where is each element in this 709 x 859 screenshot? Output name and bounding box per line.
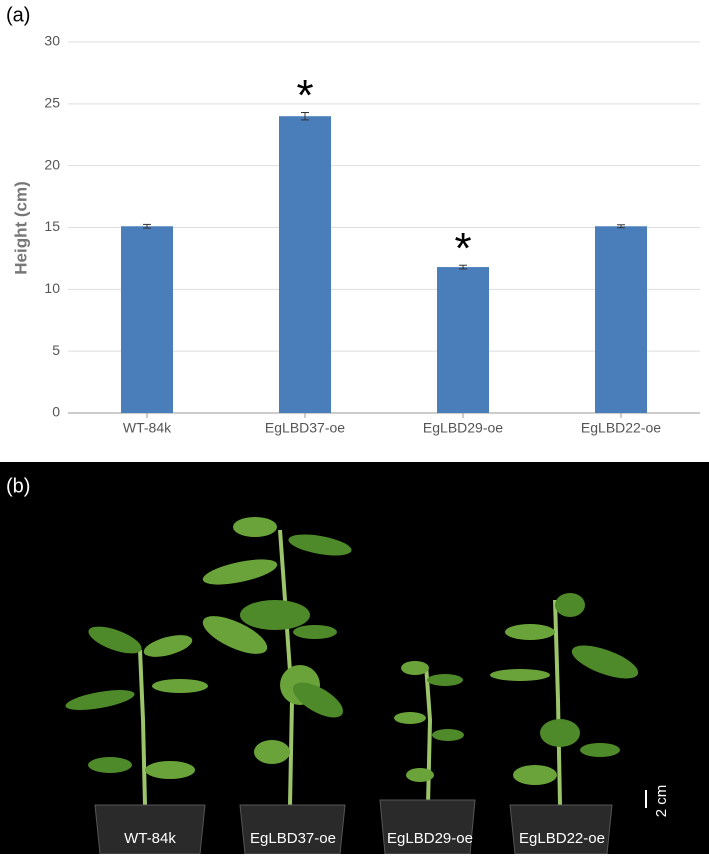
photo-label: WT-84k <box>124 830 176 847</box>
bar <box>595 226 647 413</box>
error-bar <box>143 223 151 229</box>
scale-bar-label: 2 cm <box>653 785 670 818</box>
y-tick-label: 10 <box>44 280 60 296</box>
y-tick-label: 15 <box>44 218 60 234</box>
y-axis-label: Height (cm) <box>11 181 30 275</box>
photo-label: EgLBD22-oe <box>519 830 605 847</box>
x-tick-label: WT-84k <box>123 420 172 436</box>
y-tick-label: 5 <box>52 342 60 358</box>
panel-label: (b) <box>6 475 30 497</box>
plants <box>65 517 639 806</box>
significance-mark: * <box>454 224 471 273</box>
error-bar <box>301 111 309 121</box>
y-tick-label: 25 <box>44 95 60 111</box>
photo-label: EgLBD29-oe <box>387 830 473 847</box>
significance-mark: * <box>296 71 313 120</box>
x-tick-label: EgLBD29-oe <box>423 420 503 436</box>
x-tick-label: EgLBD37-oe <box>265 420 345 436</box>
error-bar <box>459 264 467 270</box>
photo-labels: WT-84k EgLBD37-oe EgLBD29-oe EgLBD22-oe <box>124 830 605 847</box>
y-tick-label: 30 <box>44 33 60 49</box>
bar <box>121 226 173 413</box>
x-tick-label: EgLBD22-oe <box>581 420 661 436</box>
y-tick-label: 0 <box>52 404 60 420</box>
panel-label: (a) <box>6 4 30 26</box>
error-bar <box>617 224 625 229</box>
plot: 0 5 10 15 20 25 30 WT-84k EgLBD37-oe * EgLBD29-oe *… <box>44 33 700 436</box>
y-tick-label: 20 <box>44 156 60 172</box>
photo-label: EgLBD37-oe <box>250 830 336 847</box>
bar <box>437 267 489 413</box>
bar <box>279 116 331 413</box>
pots <box>94 799 613 855</box>
